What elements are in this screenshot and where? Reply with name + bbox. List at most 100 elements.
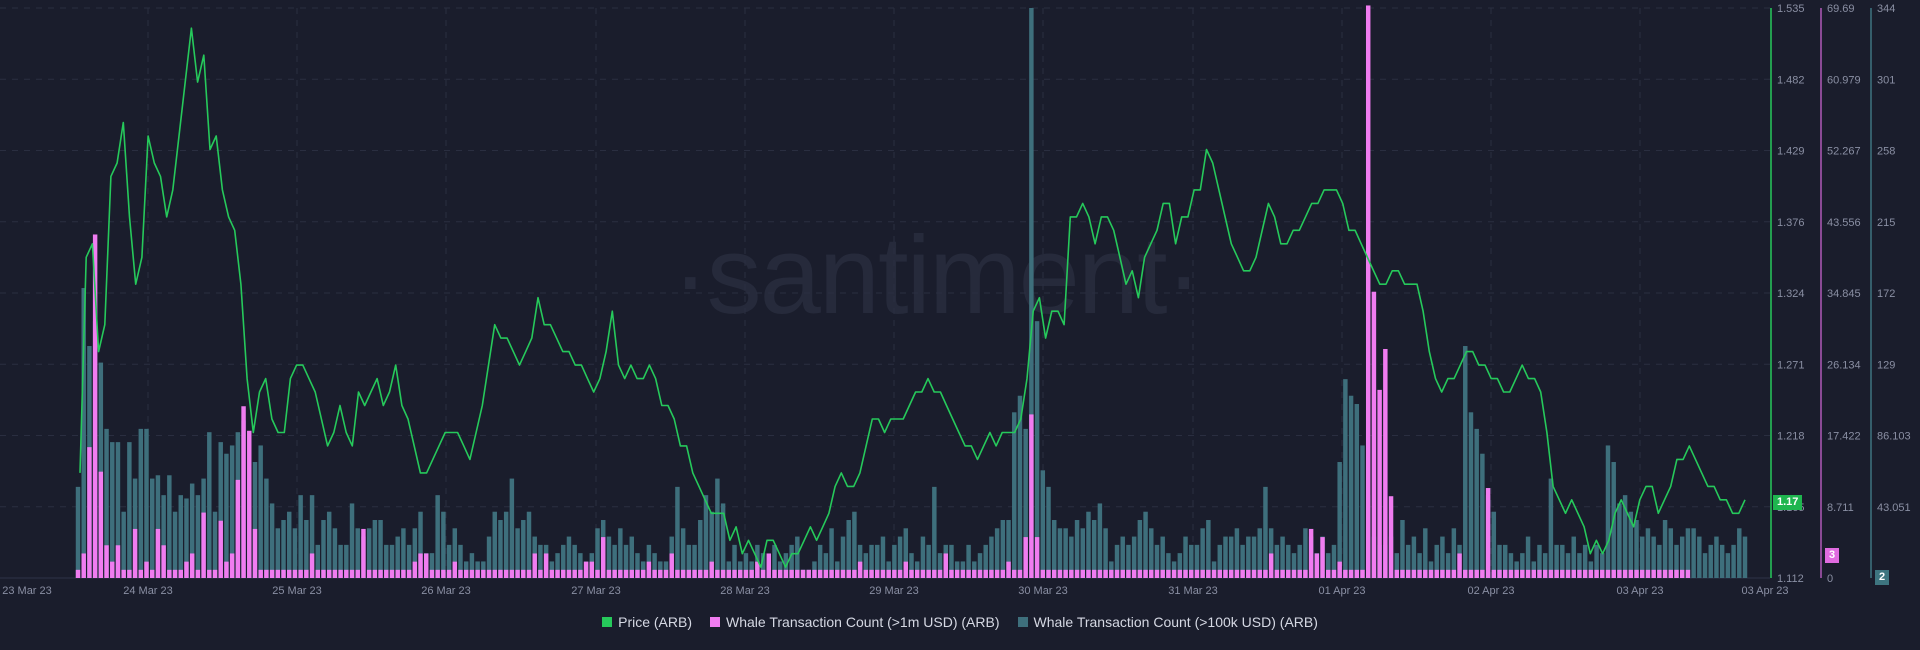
whale-100k-bar[interactable]: [629, 536, 634, 578]
whale-100k-bar[interactable]: [777, 561, 783, 578]
whale-100k-bar[interactable]: [1497, 544, 1502, 578]
whale-100k-bar[interactable]: [458, 544, 463, 578]
whale-100k-bar[interactable]: [635, 553, 640, 578]
whale-100k-bar[interactable]: [652, 553, 657, 578]
whale-1m-bar[interactable]: [1234, 569, 1240, 578]
whale-100k-bar[interactable]: [1131, 536, 1137, 578]
whale-100k-bar[interactable]: [875, 544, 880, 578]
whale-1m-bar[interactable]: [1320, 537, 1325, 578]
whale-100k-bar[interactable]: [1354, 404, 1360, 578]
price-line[interactable]: [79, 27, 1746, 569]
whale-1m-bar[interactable]: [1154, 569, 1160, 578]
whale-1m-bar[interactable]: [247, 430, 252, 578]
whale-100k-bar[interactable]: [389, 544, 395, 578]
whale-1m-bar[interactable]: [1211, 569, 1217, 578]
whale-1m-bar[interactable]: [1651, 569, 1656, 578]
whale-100k-bar[interactable]: [1183, 536, 1188, 578]
whale-1m-bar[interactable]: [743, 569, 749, 578]
whale-1m-bar[interactable]: [526, 569, 532, 578]
whale-1m-bar[interactable]: [1497, 569, 1502, 578]
whale-100k-bar[interactable]: [298, 495, 303, 578]
whale-100k-bar[interactable]: [1400, 520, 1405, 578]
whale-1m-bar[interactable]: [1183, 569, 1188, 578]
whale-100k-bar[interactable]: [1645, 528, 1651, 578]
whale-1m-bar[interactable]: [635, 569, 640, 578]
whale-1m-bar[interactable]: [1131, 569, 1137, 578]
whale-100k-bar[interactable]: [658, 561, 663, 578]
whale-1m-bar[interactable]: [115, 545, 121, 578]
whale-1m-bar[interactable]: [349, 569, 355, 578]
whale-1m-bar[interactable]: [1485, 488, 1491, 578]
whale-1m-bar[interactable]: [983, 569, 988, 578]
whale-1m-bar[interactable]: [132, 528, 138, 578]
whale-100k-bar[interactable]: [115, 442, 121, 578]
whale-100k-bar[interactable]: [441, 511, 446, 578]
whale-1m-bar[interactable]: [943, 553, 948, 578]
whale-1m-bar[interactable]: [304, 569, 309, 578]
whale-100k-bar[interactable]: [1714, 536, 1719, 578]
whale-1m-bar[interactable]: [1520, 569, 1525, 578]
whale-100k-bar[interactable]: [172, 511, 178, 578]
whale-100k-bar[interactable]: [663, 561, 669, 578]
whale-100k-bar[interactable]: [1000, 520, 1006, 578]
whale-100k-bar[interactable]: [1303, 528, 1308, 578]
whale-1m-bar[interactable]: [338, 569, 343, 578]
whale-1m-bar[interactable]: [75, 569, 81, 578]
whale-100k-bar[interactable]: [104, 428, 109, 578]
whale-1m-bar[interactable]: [1588, 569, 1594, 578]
whale-1m-bar[interactable]: [606, 569, 612, 578]
whale-1m-bar[interactable]: [1143, 569, 1148, 578]
whale-100k-bar[interactable]: [732, 544, 737, 578]
whale-1m-bar[interactable]: [1274, 569, 1280, 578]
whale-100k-bar[interactable]: [1502, 544, 1508, 578]
whale-100k-bar[interactable]: [1394, 553, 1399, 578]
whale-1m-bar[interactable]: [406, 569, 412, 578]
whale-100k-bar[interactable]: [355, 528, 360, 578]
whale-1m-bar[interactable]: [344, 569, 349, 578]
whale-1m-bar[interactable]: [897, 569, 903, 578]
whale-1m-bar[interactable]: [1194, 569, 1200, 578]
whale-1m-bar[interactable]: [446, 569, 452, 578]
whale-1m-bar[interactable]: [760, 569, 766, 578]
whale-1m-bar[interactable]: [361, 528, 366, 578]
whale-100k-bar[interactable]: [612, 544, 617, 578]
whale-1m-bar[interactable]: [401, 569, 406, 578]
whale-100k-bar[interactable]: [1685, 528, 1691, 578]
whale-100k-bar[interactable]: [127, 442, 132, 578]
whale-1m-bar[interactable]: [1400, 569, 1405, 578]
whale-1m-bar[interactable]: [418, 553, 423, 578]
whale-1m-bar[interactable]: [1679, 569, 1685, 578]
whale-100k-bar[interactable]: [1577, 553, 1582, 578]
whale-100k-bar[interactable]: [1708, 544, 1713, 578]
whale-1m-bar[interactable]: [104, 545, 109, 578]
whale-100k-bar[interactable]: [81, 288, 86, 578]
whale-100k-bar[interactable]: [1600, 553, 1605, 578]
whale-1m-bar[interactable]: [1594, 569, 1599, 578]
whale-100k-bar[interactable]: [1034, 321, 1040, 578]
whale-1m-bar[interactable]: [578, 569, 583, 578]
whale-1m-bar[interactable]: [1303, 569, 1308, 578]
whale-1m-bar[interactable]: [1411, 569, 1417, 578]
whale-1m-bar[interactable]: [1246, 569, 1251, 578]
whale-1m-bar[interactable]: [977, 569, 983, 578]
whale-100k-bar[interactable]: [1194, 544, 1200, 578]
whale-1m-bar[interactable]: [1451, 569, 1457, 578]
whale-100k-bar[interactable]: [949, 544, 954, 578]
whale-100k-bar[interactable]: [1263, 486, 1268, 578]
whale-1m-bar[interactable]: [698, 569, 703, 578]
whale-100k-bar[interactable]: [897, 536, 903, 578]
whale-100k-bar[interactable]: [321, 520, 326, 578]
whale-1m-bar[interactable]: [1565, 569, 1571, 578]
whale-100k-bar[interactable]: [1423, 528, 1428, 578]
whale-1m-bar[interactable]: [121, 569, 126, 578]
whale-100k-bar[interactable]: [1103, 528, 1108, 578]
whale-1m-bar[interactable]: [515, 569, 520, 578]
whale-1m-bar[interactable]: [1177, 569, 1183, 578]
whale-1m-bar[interactable]: [1063, 569, 1068, 578]
whale-100k-bar[interactable]: [1080, 528, 1085, 578]
whale-1m-bar[interactable]: [1314, 553, 1320, 578]
whale-100k-bar[interactable]: [1257, 528, 1262, 578]
whale-100k-bar[interactable]: [395, 536, 400, 578]
whale-100k-bar[interactable]: [1006, 520, 1011, 578]
whale-100k-bar[interactable]: [840, 536, 846, 578]
